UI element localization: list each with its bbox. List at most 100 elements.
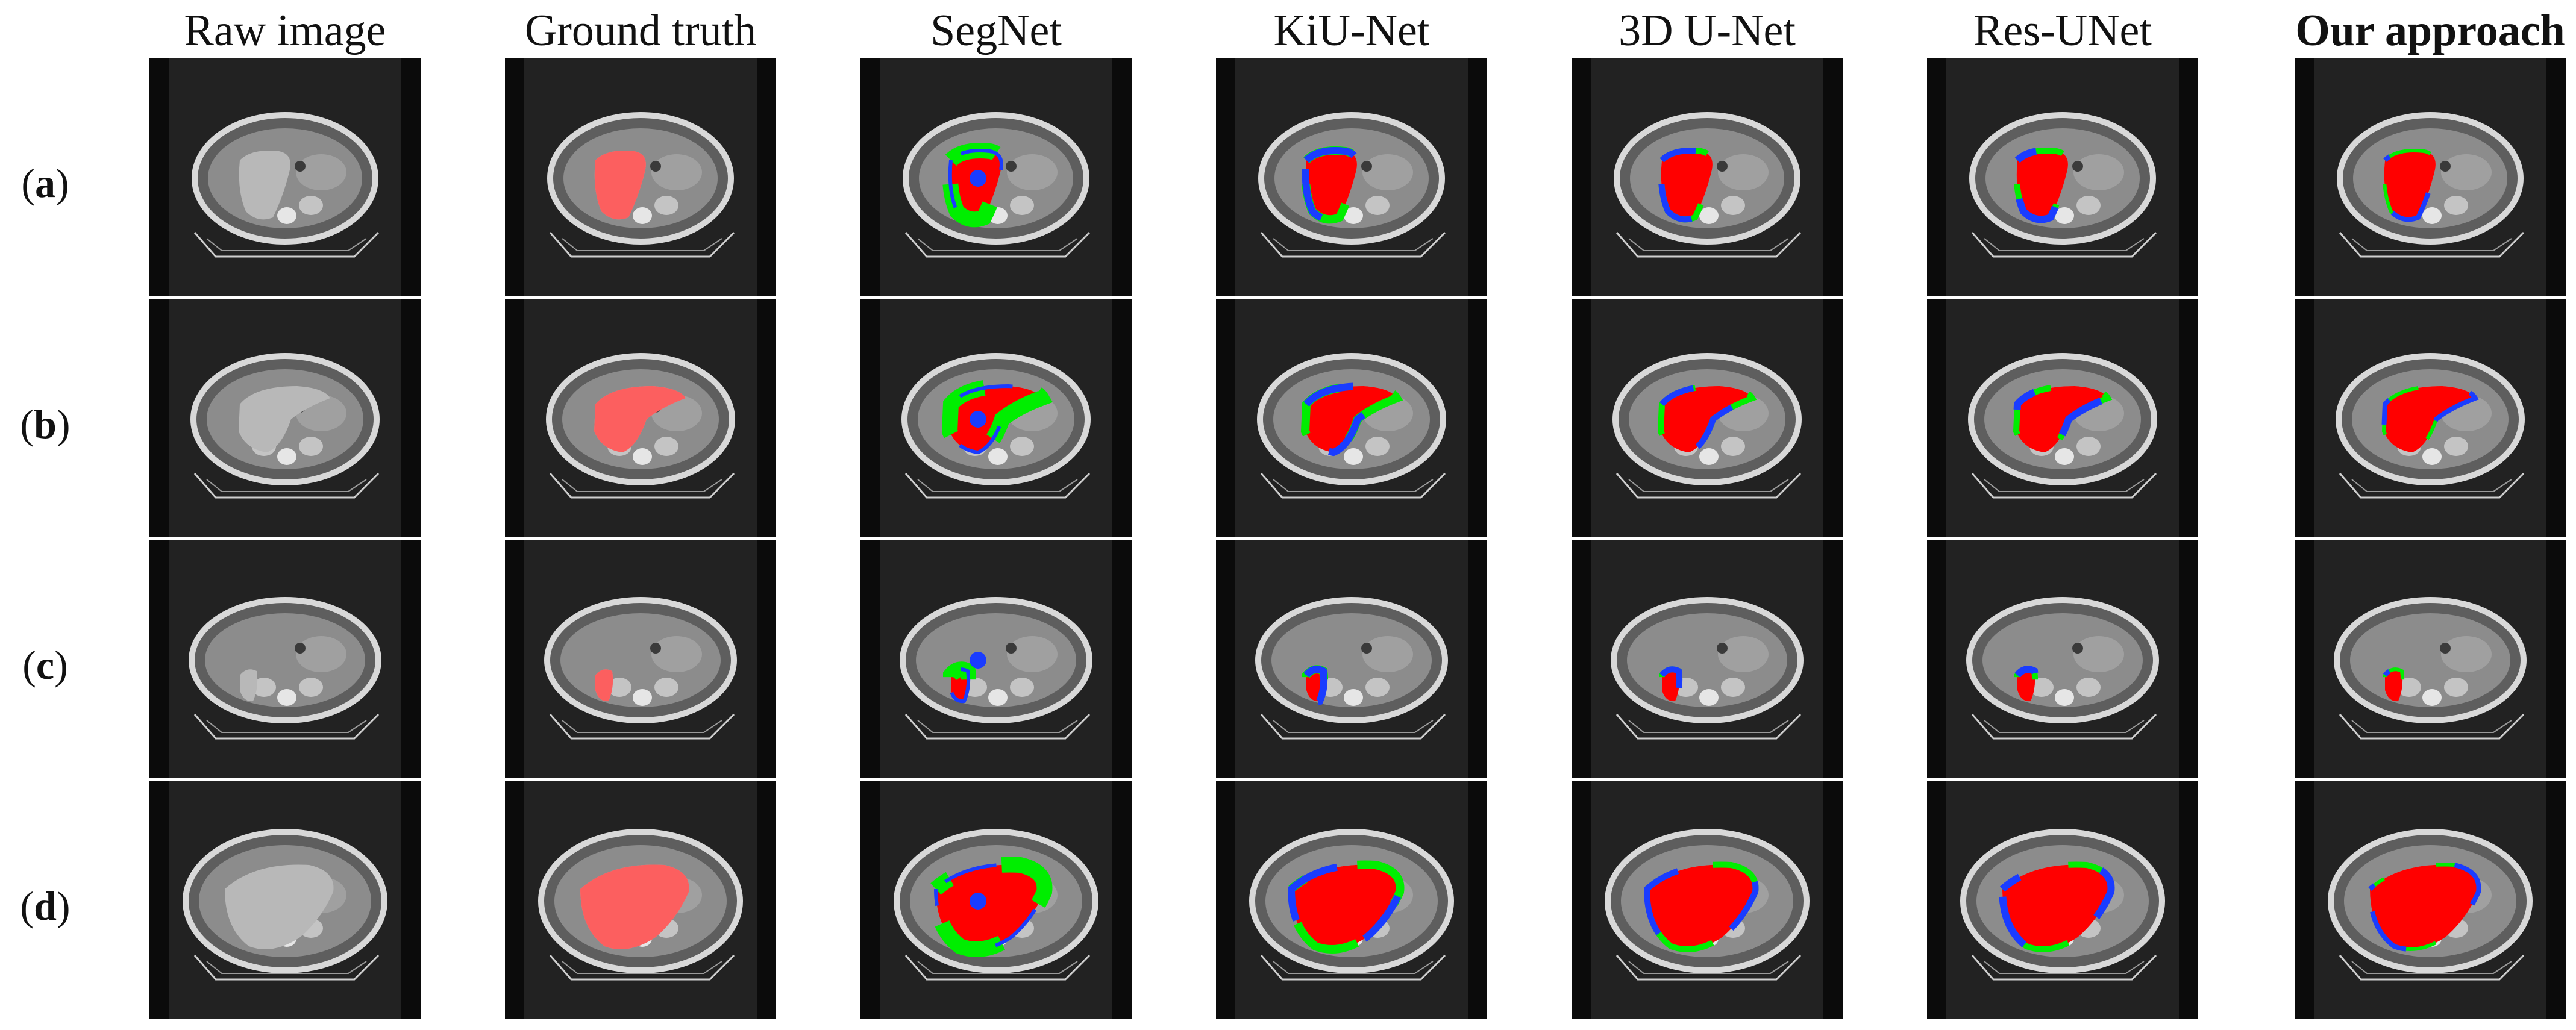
vertebra (1344, 689, 1363, 706)
scanner-table-inner (1273, 720, 1434, 733)
right-dark-bar (2179, 540, 2198, 778)
false-negative-region (1286, 860, 1405, 954)
column-header-segnet: SegNet (930, 6, 1062, 55)
right-dark-bar (1468, 58, 1487, 296)
left-dark-bar (1572, 540, 1591, 778)
right-dark-bar (1468, 781, 1487, 1019)
air-pocket (1717, 643, 1728, 654)
ct-slice-image (1572, 58, 1843, 296)
kidney-right (1365, 678, 1390, 697)
vertebra (1699, 207, 1719, 224)
true-positive-mask (936, 864, 1045, 949)
true-positive-mask (1661, 386, 1752, 452)
false-negative-region (1300, 381, 1403, 457)
ct-slice-a-unet3d (1572, 58, 1843, 296)
false-negative-region (2383, 667, 2405, 704)
ct-slice-d-gt (505, 781, 776, 1019)
ct-slice-c-segnet (860, 540, 1132, 778)
air-pocket (1006, 643, 1017, 654)
stomach (296, 636, 346, 672)
column-header-kiunet: KiU-Net (1273, 6, 1430, 55)
scanner-table-outline (549, 231, 735, 258)
scanner-table-outline (1615, 713, 1802, 740)
air-pocket (1006, 161, 1017, 172)
ct-slice-image (505, 540, 776, 778)
vertebra (2422, 689, 2442, 706)
true-positive-mask (1662, 669, 1680, 702)
row-label-b: (b) (20, 401, 71, 447)
air-pocket (650, 161, 661, 172)
vertebra (2055, 207, 2074, 224)
true-positive-mask (2385, 669, 2403, 702)
left-dark-bar (1927, 299, 1946, 537)
right-dark-bar (757, 781, 776, 1019)
air-pocket (1717, 161, 1728, 172)
ct-slice-image (505, 781, 776, 1019)
ct-slice-image (1572, 299, 1843, 537)
left-dark-bar (505, 540, 524, 778)
false-negative-region (2382, 149, 2437, 222)
ct-slice-image (860, 58, 1132, 296)
prediction-overlay (927, 857, 1053, 957)
false-negative-region (927, 857, 1053, 957)
ct-slice-c-resunet (1927, 540, 2198, 778)
right-dark-bar (2546, 781, 2566, 1019)
scanner-table-outline (1260, 472, 1446, 499)
right-dark-bar (757, 58, 776, 296)
kidney-right (1721, 437, 1745, 456)
vertebra (633, 689, 652, 706)
ct-slice-image (1216, 299, 1487, 537)
right-dark-bar (401, 540, 421, 778)
left-dark-bar (505, 58, 524, 296)
ct-slice-c-kiunet (1216, 540, 1487, 778)
column-header-ours: Our approach (2295, 6, 2565, 55)
false-positive-region (1643, 861, 1759, 952)
stomach (1007, 154, 1058, 190)
kidney-right (1010, 437, 1034, 456)
prediction-overlay (2013, 147, 2072, 223)
prediction-overlay (1300, 381, 1403, 457)
kidney-right (2076, 678, 2101, 697)
column-header-unet3d: 3D U-Net (1619, 6, 1796, 55)
prediction-overlay (943, 652, 986, 710)
kidney-right (1721, 678, 1745, 697)
scanner-table-outline (1615, 954, 1802, 981)
ground-truth-mask (595, 669, 613, 702)
ct-slice-image (1216, 58, 1487, 296)
stomach (1362, 636, 1413, 672)
left-dark-bar (860, 299, 880, 537)
left-dark-bar (2295, 540, 2314, 778)
left-dark-bar (860, 540, 880, 778)
true-positive-mask (1647, 864, 1756, 949)
ct-slice-image (2295, 299, 2566, 537)
true-positive-mask (2370, 864, 2479, 949)
row-label-d: (d) (20, 883, 71, 929)
scanner-table-outline (1260, 954, 1446, 981)
ct-slice-image (1927, 540, 2198, 778)
scanner-table-inner (2351, 238, 2512, 251)
right-dark-bar (1112, 299, 1132, 537)
vertebra (633, 207, 652, 224)
false-positive-region (1287, 861, 1404, 953)
stomach (2073, 636, 2124, 672)
left-dark-bar (1572, 58, 1591, 296)
ct-slice-image (505, 299, 776, 537)
false-positive-region (947, 384, 1044, 455)
false-negative-region (1643, 861, 1759, 952)
true-positive-mask (1305, 386, 1397, 452)
prediction-overlay (2383, 667, 2405, 704)
right-dark-bar (2546, 58, 2566, 296)
scanner-table-outline (1615, 231, 1802, 258)
scanner-table-outline (904, 472, 1091, 499)
true-positive-mask (2017, 669, 2035, 702)
prediction-overlay (942, 143, 1009, 228)
ct-slice-d-ours (2295, 781, 2566, 1019)
stomach (1007, 636, 1058, 672)
false-positive-region (1302, 147, 1361, 223)
scanner-table-outline (904, 954, 1091, 981)
scanner-table-outline (1260, 713, 1446, 740)
prediction-overlay (1302, 665, 1329, 706)
false-positive-region (1658, 148, 1716, 223)
scanner-table-inner (206, 479, 367, 492)
left-dark-bar (2295, 58, 2314, 296)
